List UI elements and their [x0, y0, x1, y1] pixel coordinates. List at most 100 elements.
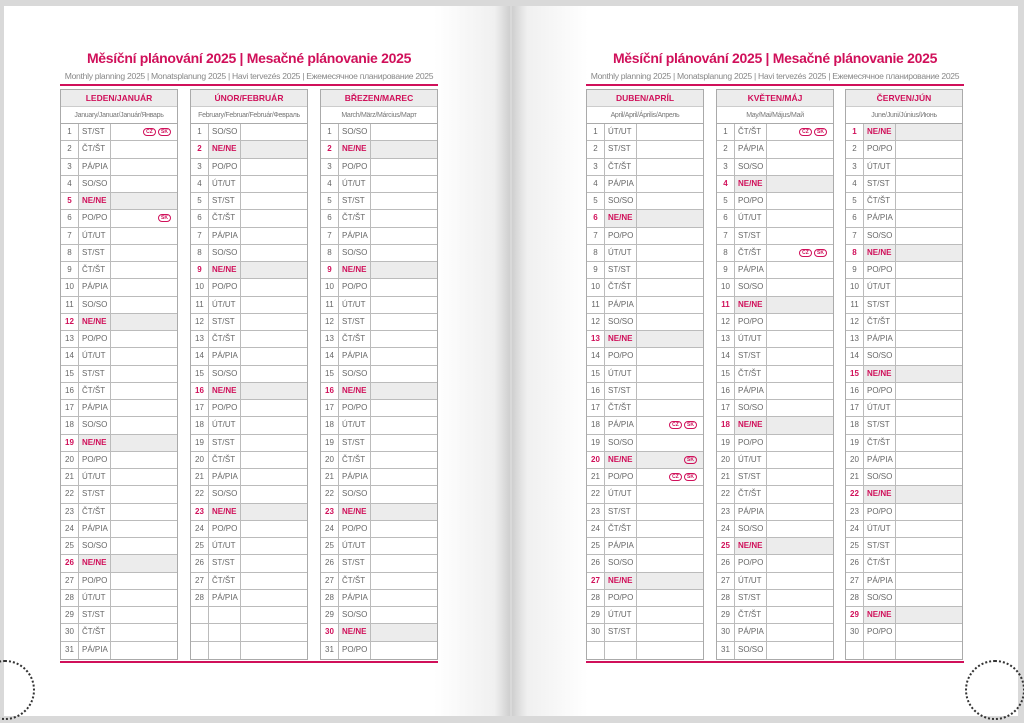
day-row[interactable]: 21 SO/SO — [846, 469, 962, 487]
note-cell[interactable] — [767, 262, 833, 278]
day-row[interactable]: 29 SO/SO — [321, 607, 437, 625]
day-row[interactable]: 22 ÚT/UT — [587, 486, 703, 504]
note-cell[interactable] — [241, 452, 307, 468]
note-cell[interactable] — [371, 573, 437, 589]
note-cell[interactable] — [896, 314, 962, 330]
day-row[interactable]: 19 ST/ST — [321, 434, 437, 452]
day-row[interactable]: 24 ÚT/UT — [846, 520, 962, 538]
day-row[interactable]: 12 ČT/ŠT — [846, 313, 962, 331]
day-row[interactable]: 25 NE/NE — [717, 538, 833, 556]
day-row[interactable]: 20 ČT/ŠT — [321, 451, 437, 469]
note-cell[interactable] — [371, 417, 437, 433]
note-cell[interactable] — [637, 176, 703, 192]
note-cell[interactable] — [111, 434, 177, 451]
day-row[interactable]: 12 ST/ST — [321, 313, 437, 331]
day-row[interactable]: 14 ÚT/UT — [61, 348, 177, 366]
day-row[interactable]: 1 NE/NE — [846, 124, 962, 142]
day-row[interactable]: 27 ČT/ŠT — [321, 572, 437, 590]
note-cell[interactable] — [111, 193, 177, 210]
note-cell[interactable] — [371, 297, 437, 313]
note-cell[interactable] — [111, 279, 177, 295]
note-cell[interactable] — [371, 400, 437, 416]
note-cell[interactable] — [371, 538, 437, 554]
day-row[interactable]: 10 PO/PO — [191, 279, 307, 297]
day-row[interactable]: 8 SO/SO — [191, 244, 307, 262]
note-cell[interactable] — [767, 331, 833, 347]
note-cell[interactable] — [111, 228, 177, 244]
day-row[interactable]: 17 ÚT/UT — [846, 400, 962, 418]
day-row[interactable]: 20 PÁ/PIA — [846, 451, 962, 469]
note-cell[interactable] — [111, 313, 177, 330]
note-cell[interactable] — [371, 176, 437, 192]
note-cell[interactable] — [111, 141, 177, 157]
day-row[interactable]: 23 PÁ/PIA — [717, 503, 833, 521]
note-cell[interactable] — [896, 159, 962, 175]
day-row[interactable]: 29 ČT/ŠT — [717, 607, 833, 625]
note-cell[interactable] — [111, 262, 177, 278]
note-cell[interactable] — [241, 435, 307, 451]
day-row[interactable]: 19 ST/ST — [191, 434, 307, 452]
note-cell[interactable] — [767, 193, 833, 209]
day-row[interactable]: 24 PO/PO — [321, 520, 437, 538]
day-row[interactable]: 17 PO/PO — [321, 400, 437, 418]
note-cell[interactable] — [241, 262, 307, 279]
day-row[interactable]: 4 ÚT/UT — [321, 175, 437, 193]
note-cell[interactable] — [637, 504, 703, 520]
note-cell[interactable] — [371, 159, 437, 175]
note-cell[interactable] — [896, 348, 962, 364]
day-row[interactable]: 14 PÁ/PIA — [321, 348, 437, 366]
day-row[interactable]: 23 ČT/ŠT — [61, 503, 177, 521]
note-cell[interactable] — [767, 228, 833, 244]
note-cell[interactable] — [637, 624, 703, 640]
note-cell[interactable] — [637, 124, 703, 140]
note-cell[interactable] — [896, 331, 962, 347]
note-cell[interactable] — [896, 193, 962, 209]
note-cell[interactable] — [241, 314, 307, 330]
note-cell[interactable] — [111, 297, 177, 313]
note-cell[interactable] — [767, 469, 833, 485]
day-row[interactable]: 28 PÁ/PIA — [321, 589, 437, 607]
day-row[interactable]: 8 SO/SO — [321, 244, 437, 262]
note-cell[interactable] — [371, 141, 437, 158]
day-row[interactable]: 22 ST/ST — [61, 486, 177, 504]
note-cell[interactable] — [371, 245, 437, 261]
note-cell[interactable] — [896, 486, 962, 503]
day-row[interactable]: 18 ÚT/UT — [321, 417, 437, 435]
note-cell[interactable] — [111, 521, 177, 537]
note-cell[interactable] — [637, 435, 703, 451]
day-row[interactable]: 30 PO/PO — [846, 624, 962, 642]
note-cell[interactable] — [637, 348, 703, 364]
note-cell[interactable] — [241, 176, 307, 192]
day-row[interactable]: 16 ST/ST — [587, 382, 703, 400]
note-cell[interactable] — [371, 331, 437, 347]
note-cell[interactable] — [767, 521, 833, 537]
day-row[interactable]: 8 ČT/ŠT CZ SK — [717, 244, 833, 262]
day-row[interactable]: 22 ČT/ŠT — [717, 486, 833, 504]
day-row[interactable]: 11 PÁ/PIA — [587, 296, 703, 314]
day-row[interactable]: 26 SO/SO — [587, 555, 703, 573]
day-row[interactable]: 11 SO/SO — [61, 296, 177, 314]
note-cell[interactable] — [241, 503, 307, 520]
note-cell[interactable] — [896, 538, 962, 554]
note-cell[interactable] — [241, 590, 307, 606]
day-row[interactable]: 2 ČT/ŠT — [61, 141, 177, 159]
day-row[interactable]: 3 ČT/ŠT — [587, 158, 703, 176]
day-row[interactable]: 4 SO/SO — [61, 175, 177, 193]
note-cell[interactable] — [896, 124, 962, 141]
day-row[interactable]: 9 NE/NE — [321, 262, 437, 280]
day-row[interactable]: 24 PÁ/PIA — [61, 520, 177, 538]
day-row[interactable]: 21 ÚT/UT — [61, 469, 177, 487]
note-cell[interactable] — [241, 521, 307, 537]
day-row[interactable]: 8 ÚT/UT — [587, 244, 703, 262]
day-row[interactable]: 9 PÁ/PIA — [717, 262, 833, 280]
day-row[interactable]: 13 ČT/ŠT — [321, 331, 437, 349]
day-row[interactable]: 21 PÁ/PIA — [191, 469, 307, 487]
note-cell[interactable] — [241, 382, 307, 399]
day-row[interactable]: 4 ÚT/UT — [191, 175, 307, 193]
day-row[interactable]: 12 NE/NE — [61, 313, 177, 331]
note-cell[interactable] — [371, 210, 437, 226]
day-row[interactable]: 15 ST/ST — [61, 365, 177, 383]
note-cell[interactable] — [637, 331, 703, 348]
day-row[interactable]: 19 SO/SO — [587, 434, 703, 452]
note-cell[interactable]: CZ SK — [767, 245, 833, 261]
